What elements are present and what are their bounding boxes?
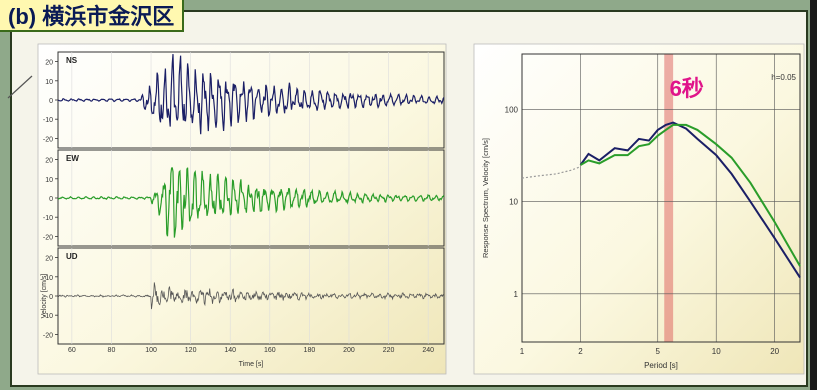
highlight-label: 6秒 <box>670 76 704 101</box>
wave-trace-ud <box>57 282 445 310</box>
wave-xtick-label: 200 <box>343 347 355 354</box>
spectrum-curve-dotted-gray <box>521 166 581 179</box>
spec-xtick-label: 10 <box>712 347 721 356</box>
wave-trace-ns <box>58 54 445 135</box>
wave-xtick-label: 160 <box>264 347 276 354</box>
wave-panel-label: EW <box>66 154 79 163</box>
wave-xtick-label: 140 <box>224 347 236 354</box>
spectrum-curve-navy <box>579 121 801 279</box>
spec-xtick-label: 20 <box>770 347 779 356</box>
spec-xtick-label: 2 <box>578 347 583 356</box>
wave-ytick-label: 0 <box>49 98 53 105</box>
wave-ylabel: Velocity [cm/s] <box>41 274 48 319</box>
spec-plot-frame <box>521 53 801 343</box>
wave-ytick-label: 10 <box>45 177 53 184</box>
wave-xtick-label: 220 <box>383 347 395 354</box>
wave-ytick-label: 0 <box>49 294 53 301</box>
wave-ytick-label: -20 <box>43 234 53 241</box>
wave-ytick-label: -20 <box>43 136 53 143</box>
wave-ytick-label: 20 <box>45 256 53 263</box>
wave-xtick-label: 80 <box>108 347 116 354</box>
wave-ytick-label: 0 <box>49 196 53 203</box>
spec-ylabel: Response Spectrum, Velocity [cm/s] <box>481 138 490 258</box>
pointer-line <box>7 75 33 99</box>
right-edge-strip <box>810 0 817 390</box>
wave-xtick-label: 180 <box>304 347 316 354</box>
wave-ytick-label: 20 <box>45 158 53 165</box>
waveform-card <box>37 43 447 375</box>
spectrum-card <box>473 43 805 375</box>
wave-xtick-label: 60 <box>68 347 76 354</box>
wave-xtick-label: 100 <box>145 347 157 354</box>
wave-ytick-label: 10 <box>45 275 53 282</box>
wave-xtick-label: 240 <box>422 347 434 354</box>
spec-xtick-label: 5 <box>656 347 661 356</box>
wave-xtick-label: 120 <box>185 347 197 354</box>
damping-annotation: h=0.05 <box>771 73 796 82</box>
wave-trace-ew <box>57 167 445 238</box>
spec-xlabel: Period [s] <box>644 361 678 370</box>
figure-title-text: (b) 横浜市金沢区 <box>8 4 175 29</box>
spec-ytick-label: 1 <box>514 290 519 299</box>
wave-panel-label: NS <box>66 56 78 65</box>
spec-ytick-label: 100 <box>505 105 519 114</box>
highlight-band <box>664 54 674 342</box>
spec-ytick-label: 10 <box>509 198 518 207</box>
wave-ytick-label: 10 <box>45 79 53 86</box>
wave-panel-label: UD <box>66 252 78 261</box>
wave-ytick-label: -10 <box>43 215 53 222</box>
wave-ytick-label: -20 <box>43 332 53 339</box>
spec-xtick-label: 1 <box>520 347 525 356</box>
spectrum-curve-green <box>580 123 801 267</box>
wave-ytick-label: -10 <box>43 117 53 124</box>
wave-ytick-label: 20 <box>45 60 53 67</box>
wave-xlabel: Time [s] <box>239 361 264 368</box>
wave-ytick-label: -10 <box>43 313 53 320</box>
figure-title: (b) 横浜市金沢区 <box>0 0 185 32</box>
